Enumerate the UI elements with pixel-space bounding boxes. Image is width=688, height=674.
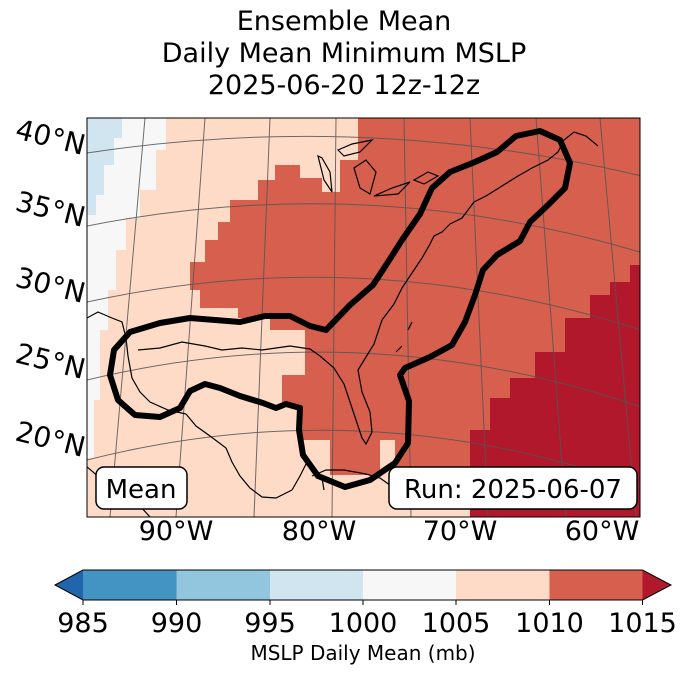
- lon-label-90w: 90°W: [139, 516, 214, 547]
- colorbar-extend-high: [642, 570, 671, 600]
- title-line-2: Daily Mean Minimum MSLP: [161, 38, 527, 69]
- lat-label-25n: 25°N: [12, 337, 88, 386]
- field-995-1000: [87, 118, 122, 215]
- colorbar-band-1000-1005: [363, 570, 456, 600]
- lat-label-35n: 35°N: [12, 185, 88, 234]
- colorbar-band-985-990: [83, 570, 177, 600]
- colorbar-extend-low: [55, 570, 83, 600]
- mean-box-frame: [95, 466, 188, 510]
- map-panel: [87, 118, 640, 517]
- lon-label-70w: 70°W: [423, 516, 498, 547]
- mean-box-label: Mean: [106, 475, 177, 505]
- title-line-1: Ensemble Mean: [236, 6, 452, 37]
- mean-contour: [107, 128, 573, 490]
- title-line-3: 2025-06-20 12z-12z: [207, 70, 481, 101]
- colorbar-tick-1015: 1015: [608, 608, 677, 639]
- lat-label-30n: 30°N: [12, 261, 88, 310]
- lon-label-80w: 80°W: [282, 516, 357, 547]
- colorbar-tick-1000: 1000: [329, 608, 398, 639]
- colorbar-band-1005-1010: [456, 570, 550, 600]
- great-lakes: [317, 139, 440, 197]
- colorbar-tick-995: 995: [244, 608, 296, 639]
- lat-label-20n: 20°N: [12, 415, 88, 464]
- lat-label-40n: 40°N: [12, 113, 88, 162]
- run-box-label: Run: 2025-06-07: [404, 475, 622, 505]
- lon-label-60w: 60°W: [565, 516, 640, 547]
- map-frame: [86, 117, 641, 518]
- run-box-frame: [388, 466, 638, 510]
- colorbar-tick-990: 990: [151, 608, 203, 639]
- colorbar-band-995-1000: [270, 570, 363, 600]
- colorbar-tick-985: 985: [57, 608, 109, 639]
- colorbar-band-990-995: [176, 570, 270, 600]
- colorbar-tick-1005: 1005: [422, 608, 491, 639]
- field-above-1015: [470, 265, 640, 517]
- colorbar-tick-1010: 1010: [515, 608, 584, 639]
- colorbar: 985 990 995 1000 1005 1010 1015 MSLP Dai…: [53, 569, 677, 665]
- colorbar-label: MSLP Daily Mean (mb): [250, 641, 475, 665]
- colorbar-band-1010-1015: [549, 570, 643, 600]
